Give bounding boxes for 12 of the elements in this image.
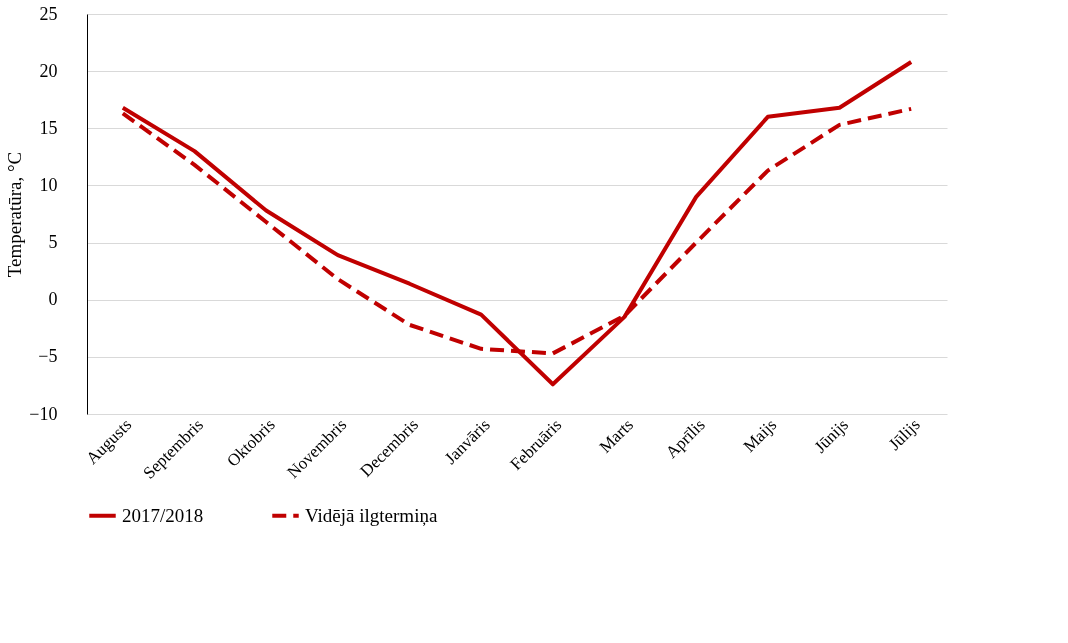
y-tick-label: 15 [39,117,58,138]
y-tick-label: −5 [38,346,58,367]
y-tick-label: 20 [39,60,58,81]
y-tick-label: 5 [48,232,58,253]
y-axis-title: Temperatūra, °C [4,151,26,278]
legend-label: Vidējā ilgtermiņa [305,504,438,526]
line-series [120,60,914,387]
y-tick-label: 0 [48,289,58,310]
y-tick-label: 25 [39,3,58,24]
y-tick-label: −10 [29,403,58,424]
legend-label: 2017/2018 [122,504,204,526]
y-tick-label: 10 [39,174,58,195]
